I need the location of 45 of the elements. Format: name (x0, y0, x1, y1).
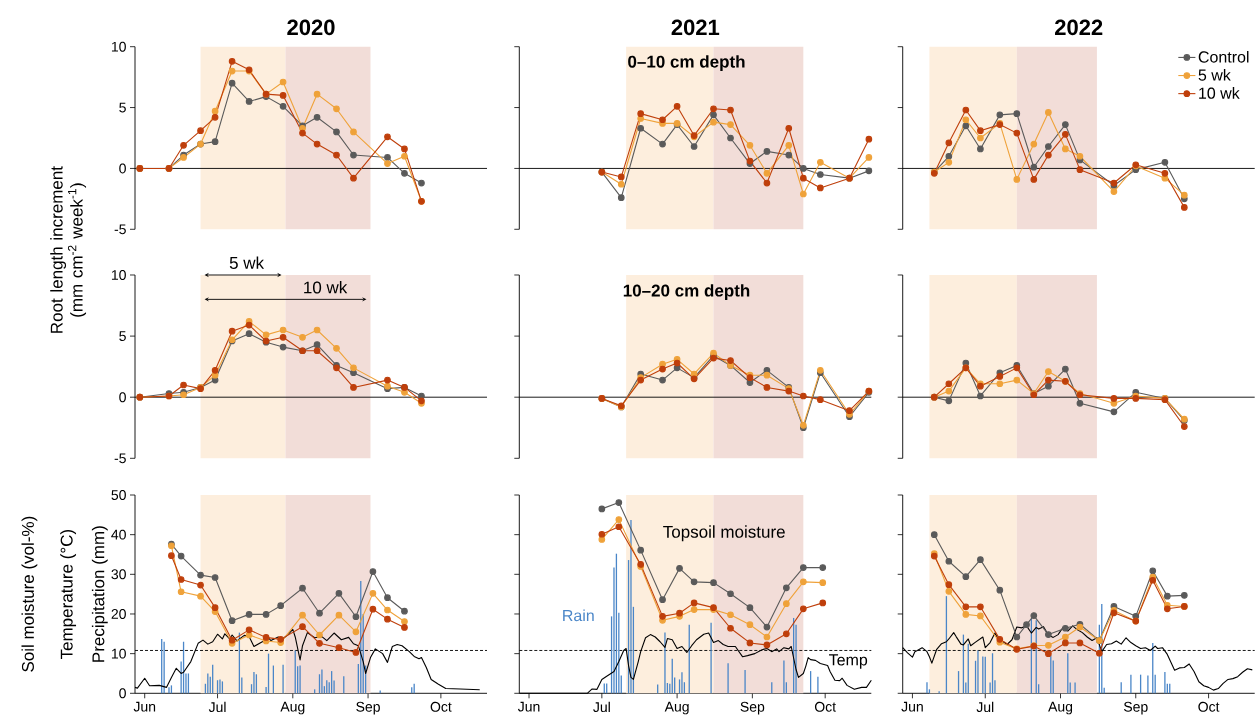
x-tick-label: Oct (430, 701, 452, 712)
x-tick-label: Jun (517, 701, 540, 712)
x-tick-label: Sep (740, 701, 765, 715)
chart-title: 2022 (1055, 19, 1103, 36)
x-tick-label: Aug (664, 701, 689, 715)
x-tick-label: Oct (1198, 701, 1220, 712)
annotation: 0–10 cm depth (628, 55, 745, 72)
chart-title: 2020 (287, 19, 335, 36)
y-tick-label: 10 (111, 270, 126, 280)
x-tick-label: Jul (593, 701, 610, 713)
x-tick-label: Jul (976, 701, 994, 713)
x-tick-label: Jun (901, 701, 923, 712)
series-label: Temp (829, 654, 868, 669)
x-tick-label: Sep (1123, 701, 1148, 715)
y-tick-label: 40 (111, 529, 126, 540)
y-tick-label: 5 (119, 102, 126, 113)
annotation: 10–20 cm depth (623, 284, 750, 300)
x-tick-label: Sep (356, 701, 380, 715)
x-tick-label: Jun (133, 701, 156, 712)
y-tick-label: 20 (111, 609, 126, 619)
y-tick-label: 0 (119, 163, 126, 174)
text: Temperature (°C) (60, 529, 77, 660)
text: Precipitation (mm) (91, 526, 108, 662)
y-tick-label: -5 (114, 224, 126, 235)
y-tick-label: -5 (114, 453, 126, 464)
legend-label: Control (1198, 50, 1249, 63)
y-tick-label: 10 (111, 41, 126, 52)
y-tick-label: 30 (111, 569, 126, 580)
x-tick-label: Aug (280, 701, 305, 715)
y-tick-label: 50 (111, 490, 126, 500)
y-tick-label: 0 (119, 688, 126, 699)
text: 5 wk (229, 256, 265, 269)
y-tick-label: 10 (111, 648, 126, 659)
chart-title: 2021 (671, 19, 720, 36)
x-tick-label: Aug (1048, 701, 1073, 715)
series-label: Rain (563, 609, 594, 622)
y-tick-label: 0 (119, 392, 126, 403)
legend-label: 10 wk (1199, 87, 1240, 99)
annotation: Topsoil moisture (663, 525, 785, 542)
x-tick-label: Jul (208, 701, 226, 713)
y-tick-label: 5 (119, 331, 126, 341)
y-axis-title: Soil moisture (vol-%) (21, 516, 38, 672)
legend-label: 5 wk (1198, 68, 1231, 81)
x-tick-label: Oct (814, 701, 836, 712)
annotation: 10 wk (304, 281, 348, 294)
